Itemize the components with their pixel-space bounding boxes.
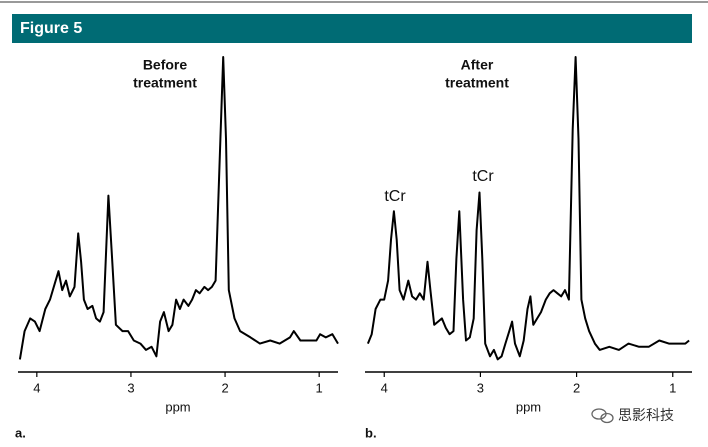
watermark: 思影科技 <box>618 408 674 424</box>
x-tick-label: 2 <box>573 380 580 395</box>
x-axis-label: ppm <box>516 399 541 414</box>
watermark-icon <box>591 408 614 424</box>
annotation: Before <box>143 57 188 73</box>
panel-label: b. <box>365 425 377 440</box>
x-tick-label: 4 <box>381 380 388 395</box>
x-tick-label: 3 <box>127 380 134 395</box>
x-tick-label: 4 <box>33 380 40 395</box>
panel-label: a. <box>15 425 26 440</box>
annotation: tCr <box>472 168 494 185</box>
spectrum-line <box>18 56 339 360</box>
x-tick-label: 1 <box>669 380 676 395</box>
spectrum-line <box>366 56 690 361</box>
annotation: treatment <box>133 75 197 91</box>
header-bar <box>12 14 692 43</box>
annotation: After <box>461 57 494 73</box>
x-tick-label: 1 <box>316 380 323 395</box>
annotation: treatment <box>445 75 509 91</box>
figure-title: Figure 5 <box>20 20 82 37</box>
annotation: tCr <box>384 188 406 205</box>
x-tick-label: 3 <box>477 380 484 395</box>
x-tick-label: 2 <box>221 380 228 395</box>
x-axis-label: ppm <box>165 399 190 414</box>
